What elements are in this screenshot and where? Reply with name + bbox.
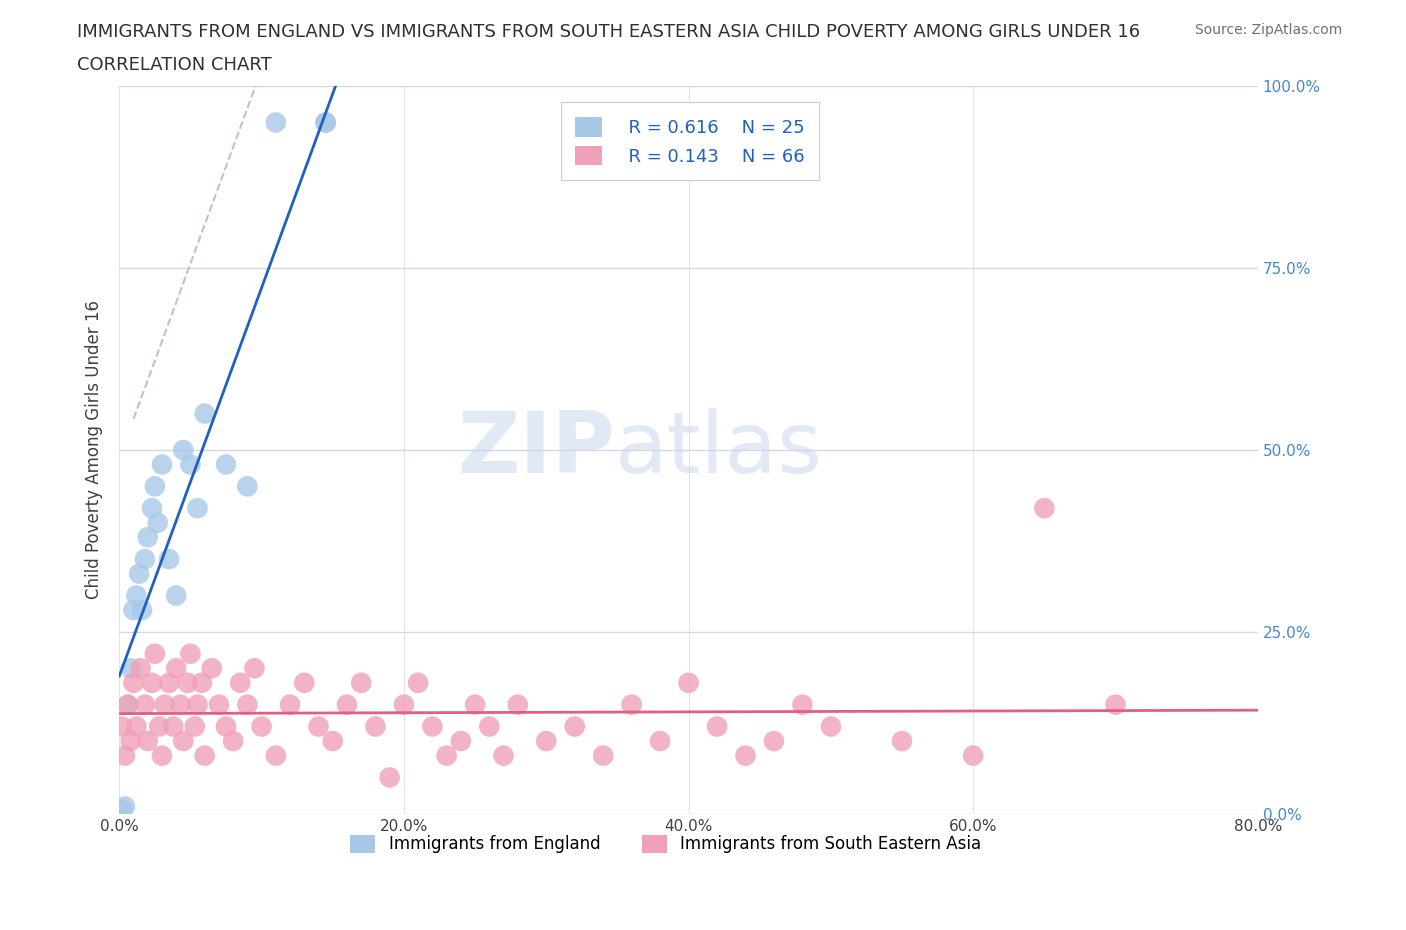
Point: [157, 675, 180, 690]
Point: [141, 500, 163, 515]
Text: Source: ZipAtlas.com: Source: ZipAtlas.com: [1195, 23, 1343, 37]
Point: [322, 734, 344, 749]
Point: [236, 479, 259, 494]
Point: [1104, 698, 1126, 712]
Point: [792, 698, 814, 712]
Point: [229, 675, 252, 690]
Point: [278, 698, 301, 712]
Point: [111, 719, 134, 734]
Point: [364, 719, 387, 734]
Point: [183, 719, 205, 734]
Point: [1033, 500, 1056, 515]
Point: [122, 603, 145, 618]
Point: [201, 661, 224, 676]
Point: [165, 588, 187, 603]
Point: [194, 748, 217, 763]
Point: [208, 698, 231, 712]
Point: [308, 719, 330, 734]
Point: [150, 748, 173, 763]
Point: [620, 698, 643, 712]
Point: [172, 734, 194, 749]
Point: [179, 457, 201, 472]
Point: [891, 734, 914, 749]
Point: [315, 115, 337, 130]
Legend: Immigrants from England, Immigrants from South Eastern Asia: Immigrants from England, Immigrants from…: [343, 828, 988, 860]
Point: [378, 770, 401, 785]
Point: [120, 734, 142, 749]
Point: [148, 719, 170, 734]
Point: [187, 698, 209, 712]
Point: [436, 748, 458, 763]
Point: [114, 748, 136, 763]
Point: [150, 457, 173, 472]
Point: [478, 719, 501, 734]
Point: [264, 115, 287, 130]
Point: [141, 675, 163, 690]
Point: [243, 661, 266, 676]
Point: [492, 748, 515, 763]
Point: [392, 698, 415, 712]
Point: [336, 698, 359, 712]
Point: [157, 551, 180, 566]
Point: [117, 698, 139, 712]
Point: [114, 799, 136, 814]
Point: [129, 661, 152, 676]
Point: [450, 734, 472, 749]
Point: [162, 719, 184, 734]
Point: [422, 719, 444, 734]
Point: [464, 698, 486, 712]
Point: [191, 675, 214, 690]
Point: [169, 698, 191, 712]
Point: [215, 719, 238, 734]
Point: [536, 734, 558, 749]
Point: [706, 719, 728, 734]
Point: [820, 719, 842, 734]
Point: [406, 675, 429, 690]
Point: [564, 719, 586, 734]
Point: [176, 675, 198, 690]
Point: [506, 698, 529, 712]
Point: [648, 734, 671, 749]
Point: [215, 457, 238, 472]
Text: CORRELATION CHART: CORRELATION CHART: [77, 56, 273, 73]
Text: ZIP: ZIP: [457, 408, 614, 491]
Point: [134, 698, 156, 712]
Point: [111, 803, 134, 817]
Y-axis label: Child Poverty Among Girls Under 16: Child Poverty Among Girls Under 16: [86, 300, 103, 600]
Point: [153, 698, 176, 712]
Text: IMMIGRANTS FROM ENGLAND VS IMMIGRANTS FROM SOUTH EASTERN ASIA CHILD POVERTY AMON: IMMIGRANTS FROM ENGLAND VS IMMIGRANTS FR…: [77, 23, 1140, 41]
Point: [187, 500, 209, 515]
Point: [125, 588, 148, 603]
Point: [143, 646, 166, 661]
Point: [131, 603, 153, 618]
Point: [264, 748, 287, 763]
Point: [136, 734, 159, 749]
Point: [120, 661, 142, 676]
Point: [350, 675, 373, 690]
Point: [962, 748, 984, 763]
Point: [136, 530, 159, 545]
Point: [122, 675, 145, 690]
Point: [146, 515, 169, 530]
Point: [143, 479, 166, 494]
Point: [734, 748, 756, 763]
Point: [128, 566, 150, 581]
Text: atlas: atlas: [614, 408, 823, 491]
Point: [117, 698, 139, 712]
Point: [134, 551, 156, 566]
Point: [194, 406, 217, 421]
Point: [315, 115, 337, 130]
Point: [179, 646, 201, 661]
Point: [678, 675, 700, 690]
Point: [592, 748, 614, 763]
Point: [222, 734, 245, 749]
Point: [762, 734, 785, 749]
Point: [172, 443, 194, 458]
Point: [250, 719, 273, 734]
Point: [165, 661, 187, 676]
Point: [125, 719, 148, 734]
Point: [236, 698, 259, 712]
Point: [292, 675, 315, 690]
